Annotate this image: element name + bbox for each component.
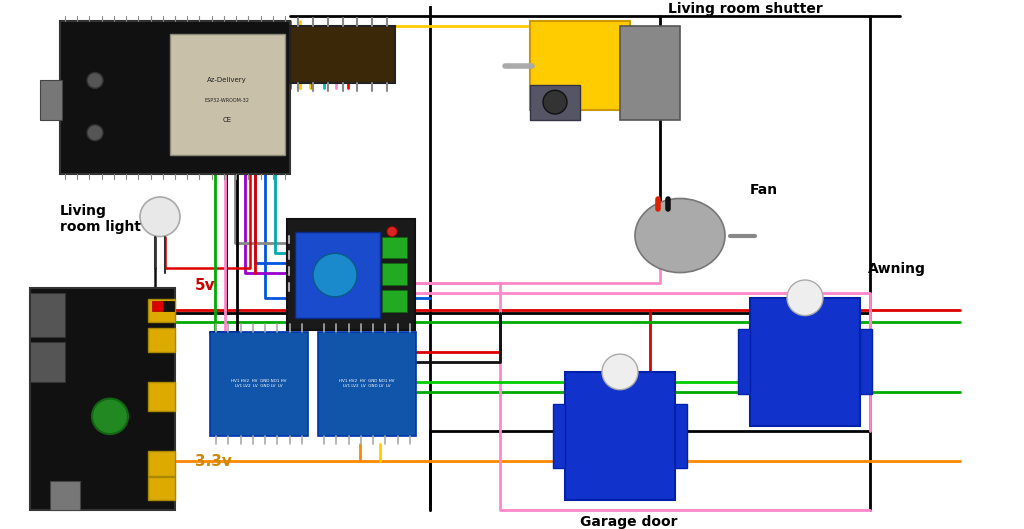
- Bar: [860, 330, 872, 394]
- Text: Living room shutter: Living room shutter: [668, 2, 822, 16]
- Text: Az-Delivery: Az-Delivery: [207, 77, 247, 84]
- Text: ESP32-WROOM-32: ESP32-WROOM-32: [205, 98, 250, 103]
- Bar: [675, 404, 687, 468]
- Bar: [738, 330, 750, 394]
- Bar: [565, 372, 675, 500]
- Ellipse shape: [602, 354, 638, 390]
- Bar: [152, 301, 163, 311]
- Bar: [163, 301, 174, 311]
- Bar: [30, 288, 175, 510]
- Bar: [620, 26, 680, 120]
- Text: Awning: Awning: [868, 262, 926, 276]
- Bar: [148, 451, 175, 476]
- Text: 5v: 5v: [195, 278, 216, 293]
- Ellipse shape: [87, 125, 103, 141]
- Ellipse shape: [543, 90, 567, 114]
- Bar: [148, 329, 175, 352]
- Bar: [287, 218, 415, 331]
- Bar: [530, 21, 630, 110]
- Text: CE: CE: [222, 117, 231, 123]
- Text: 3.3v: 3.3v: [195, 454, 231, 469]
- Ellipse shape: [787, 280, 823, 316]
- Bar: [60, 21, 290, 174]
- Ellipse shape: [313, 253, 357, 297]
- Text: Fan: Fan: [750, 183, 778, 197]
- Bar: [382, 263, 407, 285]
- Text: HV1 HV2  HV  GND NO1 HV
LV1 LV2  LV  GND LV  LV: HV1 HV2 HV GND NO1 HV LV1 LV2 LV GND LV …: [339, 379, 394, 388]
- Bar: [40, 80, 62, 120]
- Bar: [50, 480, 80, 510]
- Bar: [750, 298, 860, 426]
- Bar: [30, 293, 65, 338]
- Bar: [382, 236, 407, 258]
- Text: HV1 HV2  HV  GND NO1 HV
LV1 LV2  LV  GND LV  LV: HV1 HV2 HV GND NO1 HV LV1 LV2 LV GND LV …: [231, 379, 287, 388]
- Text: Living
room light: Living room light: [60, 204, 141, 234]
- Ellipse shape: [92, 398, 128, 434]
- Bar: [290, 26, 395, 84]
- Bar: [553, 404, 565, 468]
- Text: Garage door: Garage door: [580, 515, 678, 529]
- Bar: [30, 342, 65, 382]
- Ellipse shape: [635, 198, 725, 272]
- Bar: [148, 477, 175, 500]
- Bar: [210, 332, 308, 436]
- Bar: [318, 332, 416, 436]
- Bar: [382, 290, 407, 312]
- Bar: [148, 382, 175, 412]
- Bar: [530, 85, 580, 120]
- Bar: [295, 232, 380, 317]
- Ellipse shape: [140, 197, 180, 236]
- Ellipse shape: [87, 72, 103, 88]
- Bar: [170, 34, 285, 154]
- Bar: [148, 299, 175, 323]
- Ellipse shape: [387, 226, 397, 236]
